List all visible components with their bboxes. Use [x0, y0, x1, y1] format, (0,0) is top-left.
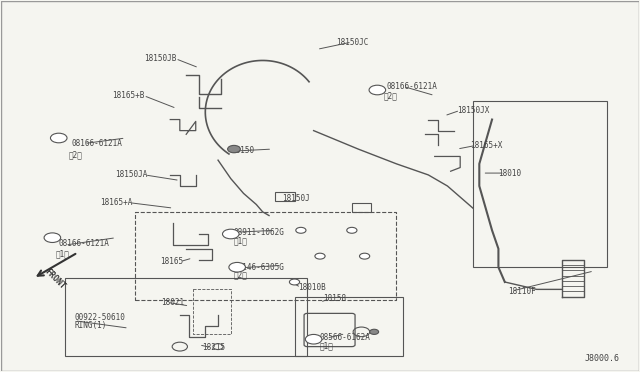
Text: 18010: 18010 — [499, 169, 522, 177]
Circle shape — [223, 229, 239, 239]
Text: 18021: 18021 — [161, 298, 184, 307]
Text: 18150JA: 18150JA — [116, 170, 148, 179]
Text: 18150J: 18150J — [282, 195, 310, 203]
Text: 18165: 18165 — [160, 257, 183, 266]
Text: 18150JX: 18150JX — [457, 106, 490, 115]
Circle shape — [347, 227, 357, 233]
Text: 00922-50610: 00922-50610 — [75, 312, 125, 321]
Circle shape — [289, 279, 300, 285]
Circle shape — [51, 133, 67, 143]
Circle shape — [229, 262, 246, 272]
Text: 08166-6121A: 08166-6121A — [387, 82, 438, 91]
Text: 〨1〩: 〨1〩 — [56, 250, 69, 259]
Circle shape — [370, 329, 379, 334]
Circle shape — [360, 253, 370, 259]
Circle shape — [228, 145, 241, 153]
Text: B: B — [50, 235, 55, 241]
Text: 18165+X: 18165+X — [470, 141, 502, 150]
Circle shape — [44, 233, 61, 243]
Text: B: B — [56, 135, 61, 141]
Text: 08146-6305G: 08146-6305G — [234, 263, 285, 272]
Text: B: B — [234, 264, 240, 270]
Circle shape — [296, 227, 306, 233]
Text: 〨1〩: 〨1〩 — [320, 341, 334, 350]
Text: 〨2〩: 〨2〩 — [384, 91, 397, 100]
Text: 18010B: 18010B — [298, 283, 326, 292]
Text: 18150: 18150 — [231, 147, 254, 155]
Text: 18110F: 18110F — [508, 287, 536, 296]
Circle shape — [305, 334, 322, 344]
Text: 〨2〩: 〨2〩 — [234, 271, 248, 280]
Text: FRONT: FRONT — [43, 267, 67, 291]
Text: J8000.6: J8000.6 — [584, 354, 620, 363]
Text: 18165+B: 18165+B — [113, 91, 145, 100]
Circle shape — [369, 85, 386, 95]
Text: 18215: 18215 — [202, 343, 225, 352]
Circle shape — [315, 253, 325, 259]
Text: 08911-1062G: 08911-1062G — [234, 228, 285, 237]
Text: S: S — [311, 336, 316, 342]
Text: 08166-6121A: 08166-6121A — [59, 239, 109, 248]
Text: 18150JB: 18150JB — [144, 54, 177, 63]
Text: 08566-6162A: 08566-6162A — [320, 333, 371, 342]
Text: 08166-6121A: 08166-6121A — [72, 139, 122, 148]
Text: RING(1): RING(1) — [75, 321, 107, 330]
Text: 18165+A: 18165+A — [100, 198, 132, 207]
Text: 〨1〩: 〨1〩 — [234, 236, 248, 245]
Text: B: B — [375, 87, 380, 93]
Text: 〨2〩: 〨2〩 — [68, 150, 82, 159]
Text: 18150JC: 18150JC — [336, 38, 368, 46]
Text: N: N — [228, 231, 234, 237]
Text: 18158: 18158 — [323, 294, 346, 303]
